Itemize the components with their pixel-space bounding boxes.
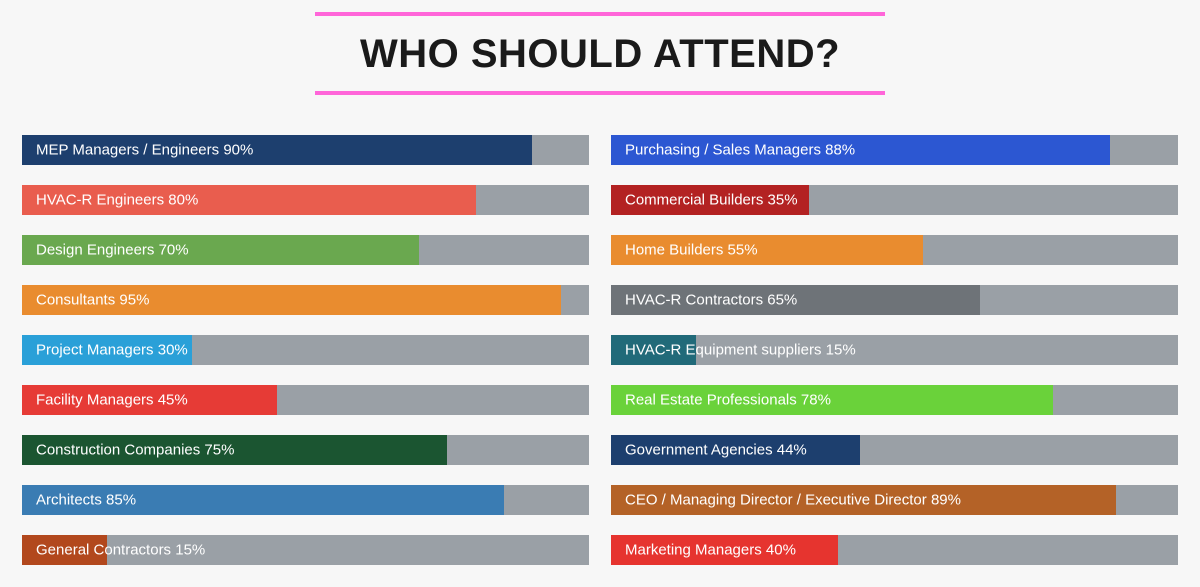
progress-bar: Consultants 95% (22, 285, 589, 315)
progress-bar: CEO / Managing Director / Executive Dire… (611, 485, 1178, 515)
infographic-container: WHO SHOULD ATTEND? MEP Managers / Engine… (0, 0, 1200, 587)
progress-bar-label: Home Builders 55% (625, 242, 758, 259)
progress-bar: Architects 85% (22, 485, 589, 515)
progress-bar-label: Construction Companies 75% (36, 442, 234, 459)
progress-bar-label: Purchasing / Sales Managers 88% (625, 142, 855, 159)
column-left: MEP Managers / Engineers 90% HVAC-R Engin… (22, 135, 589, 565)
progress-bar-label: Real Estate Professionals 78% (625, 392, 831, 409)
progress-bar: Real Estate Professionals 78% (611, 385, 1178, 415)
progress-bar-label: HVAC-R Equipment suppliers 15% (625, 342, 856, 359)
progress-bar-label: Facility Managers 45% (36, 392, 188, 409)
columns: MEP Managers / Engineers 90% HVAC-R Engin… (0, 135, 1200, 565)
progress-bar-label: Architects 85% (36, 492, 136, 509)
progress-bar: Design Engineers 70% (22, 235, 589, 265)
progress-bar-label: MEP Managers / Engineers 90% (36, 142, 253, 159)
progress-bar: MEP Managers / Engineers 90% (22, 135, 589, 165)
progress-bar: Project Managers 30% (22, 335, 589, 365)
progress-bar-label: CEO / Managing Director / Executive Dire… (625, 492, 961, 509)
progress-bar-label: HVAC-R Contractors 65% (625, 292, 797, 309)
progress-bar: Construction Companies 75% (22, 435, 589, 465)
progress-bar: General Contractors 15% (22, 535, 589, 565)
progress-bar: HVAC-R Equipment suppliers 15% (611, 335, 1178, 365)
progress-bar-label: Commercial Builders 35% (625, 192, 798, 209)
progress-bar: HVAC-R Contractors 65% (611, 285, 1178, 315)
progress-bar: Home Builders 55% (611, 235, 1178, 265)
progress-bar: Marketing Managers 40% (611, 535, 1178, 565)
progress-bar-label: Marketing Managers 40% (625, 542, 796, 559)
progress-bar: Government Agencies 44% (611, 435, 1178, 465)
column-right: Purchasing / Sales Managers 88% Commercia… (611, 135, 1178, 565)
progress-bar-label: Design Engineers 70% (36, 242, 189, 259)
accent-line-bottom (315, 91, 885, 95)
progress-bar: Facility Managers 45% (22, 385, 589, 415)
title-block: WHO SHOULD ATTEND? (315, 12, 885, 95)
progress-bar-label: Consultants 95% (36, 292, 149, 309)
progress-bar: Commercial Builders 35% (611, 185, 1178, 215)
progress-bar-label: HVAC-R Engineers 80% (36, 192, 198, 209)
progress-bar: Purchasing / Sales Managers 88% (611, 135, 1178, 165)
progress-bar-label: Project Managers 30% (36, 342, 188, 359)
progress-bar: HVAC-R Engineers 80% (22, 185, 589, 215)
progress-bar-label: General Contractors 15% (36, 542, 205, 559)
progress-bar-label: Government Agencies 44% (625, 442, 807, 459)
page-title: WHO SHOULD ATTEND? (315, 16, 885, 91)
